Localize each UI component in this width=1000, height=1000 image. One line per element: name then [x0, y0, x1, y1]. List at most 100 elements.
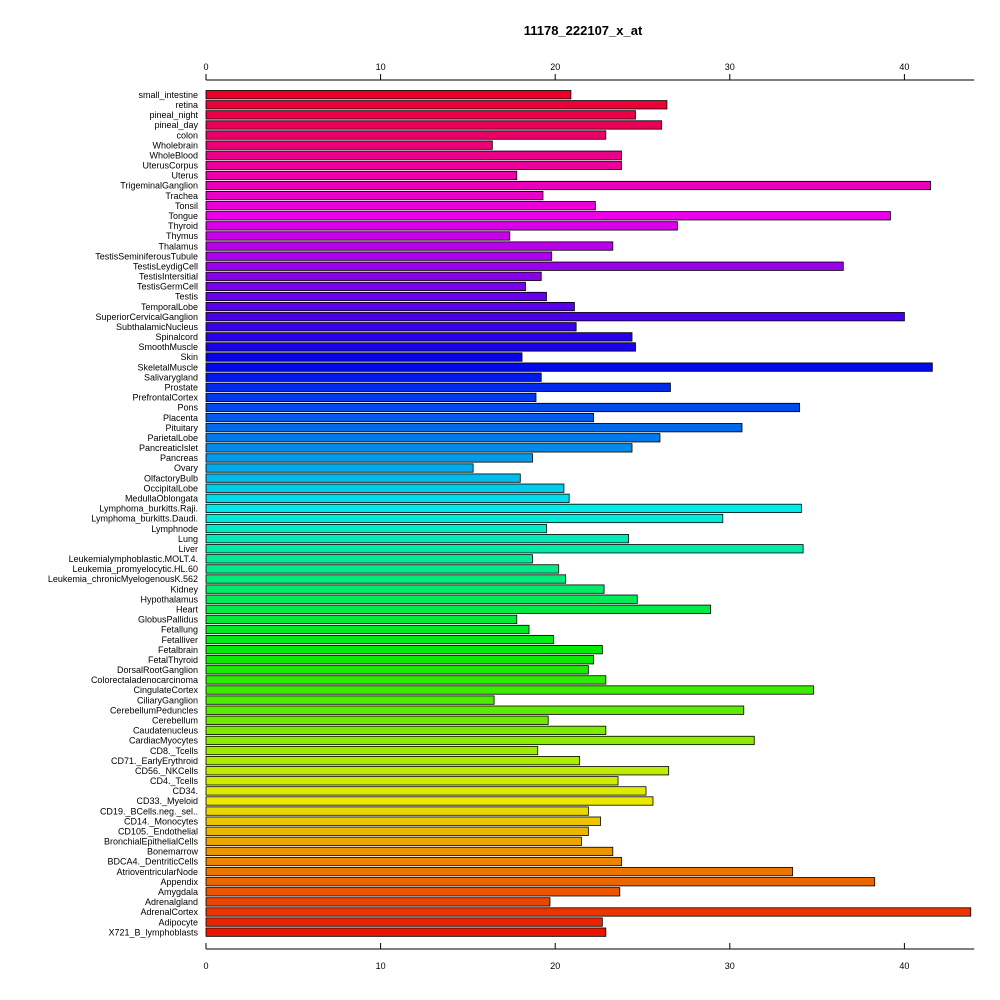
category-label: Bonemarrow — [147, 847, 199, 857]
bar-28 — [205, 372, 542, 382]
category-label: FetalThyroid — [148, 655, 198, 665]
category-label: TrigeminalGanglion — [120, 181, 198, 191]
bar-26 — [205, 352, 523, 362]
category-label: WholeBlood — [149, 150, 198, 160]
bar-37 — [205, 463, 474, 473]
bar-63 — [205, 725, 607, 735]
category-label: Leukemia_promyelocytic.HL.60 — [72, 564, 198, 574]
bar-45 — [205, 544, 804, 554]
category-label: Pituitary — [165, 423, 198, 433]
bar-68 — [205, 776, 619, 786]
bar-60 — [205, 695, 495, 705]
category-label: PrefrontalCortex — [132, 393, 198, 403]
bar-40 — [205, 493, 570, 503]
category-label: Colorectaladenocarcinoma — [91, 675, 198, 685]
bar-66 — [205, 756, 581, 766]
category-label: CardiacMyocytes — [129, 736, 199, 746]
category-label: ParietalLobe — [147, 433, 198, 443]
category-label: Lymphnode — [151, 524, 198, 534]
bar-35 — [205, 443, 633, 453]
bar-17 — [205, 261, 844, 271]
bar-3 — [205, 120, 663, 130]
category-label: CD19._BCells.neg._sel.. — [100, 806, 198, 816]
bar-0 — [205, 90, 572, 100]
category-label: CiliaryGanglion — [137, 695, 198, 705]
tick-label: 0 — [203, 62, 208, 72]
category-label: Leukemia_chronicMyelogenousK.562 — [48, 574, 198, 584]
bar-76 — [205, 856, 622, 867]
tick-label: 10 — [376, 62, 386, 72]
bar-82 — [205, 917, 603, 927]
bar-74 — [205, 836, 582, 846]
tick-label: 0 — [203, 961, 208, 971]
bar-44 — [205, 534, 629, 544]
bar-8 — [205, 170, 518, 181]
bar-20 — [205, 291, 547, 302]
bar-6 — [205, 150, 622, 160]
tick-label: 40 — [899, 62, 909, 72]
category-label: Thalamus — [158, 241, 198, 251]
category-label: CD14._Monocytes — [124, 816, 199, 826]
bar-81 — [205, 907, 972, 917]
bar-43 — [205, 523, 547, 534]
bar-25 — [205, 342, 636, 352]
category-label: CD56._NKCells — [135, 766, 199, 776]
bar-15 — [205, 241, 614, 251]
category-label: X721_B_lymphoblasts — [108, 927, 198, 937]
bar-61 — [205, 705, 745, 715]
bar-38 — [205, 473, 521, 483]
tick-label: 10 — [376, 961, 386, 971]
category-label: MedullaOblongata — [125, 494, 198, 504]
category-label: CD71._EarlyErythroid — [111, 756, 198, 766]
bar-36 — [205, 453, 533, 463]
bar-46 — [205, 554, 533, 564]
category-label: pineal_night — [149, 110, 198, 120]
category-label: OccipitalLobe — [143, 483, 198, 493]
bar-49 — [205, 584, 605, 594]
category-label: SmoothMuscle — [138, 342, 198, 352]
bar-11 — [205, 201, 596, 211]
bar-16 — [205, 251, 553, 261]
bar-27 — [205, 362, 933, 372]
bar-10 — [205, 190, 544, 201]
bar-52 — [205, 614, 518, 624]
category-label: CD33._Myeloid — [136, 796, 198, 806]
category-label: Fetallung — [161, 625, 198, 635]
tick-label: 40 — [899, 961, 909, 971]
category-label: Adrenalgland — [145, 897, 198, 907]
bars-group — [205, 90, 972, 937]
category-label: GlobusPallidus — [138, 615, 199, 625]
category-label: Heart — [176, 604, 199, 614]
bar-59 — [205, 685, 815, 695]
category-label: Spinalcord — [155, 332, 198, 342]
category-label: Caudatenucleus — [133, 726, 199, 736]
bar-77 — [205, 867, 794, 877]
category-label: CD105._Endothelial — [118, 826, 198, 836]
bar-32 — [205, 412, 595, 423]
top-axis: 0 10 20 30 40 — [203, 62, 975, 81]
category-label: Tonsil — [175, 201, 198, 211]
bar-83 — [205, 927, 607, 937]
bar-23 — [205, 322, 577, 332]
category-label: colon — [176, 130, 198, 140]
category-label: BDCA4._DentriticCells — [107, 857, 198, 867]
category-label: OlfactoryBulb — [144, 473, 198, 483]
category-label: CingulateCortex — [133, 685, 198, 695]
category-label: retina — [175, 100, 198, 110]
bar-21 — [205, 301, 575, 312]
category-label: UterusCorpus — [142, 161, 198, 171]
bar-54 — [205, 634, 554, 645]
category-label: Fetalbrain — [158, 645, 198, 655]
bar-33 — [205, 423, 743, 433]
tick-label: 20 — [550, 62, 560, 72]
bar-7 — [205, 160, 622, 170]
bar-30 — [205, 392, 537, 403]
bar-5 — [205, 140, 493, 150]
bar-69 — [205, 786, 647, 796]
bar-67 — [205, 766, 670, 776]
bar-70 — [205, 796, 654, 806]
category-label: Tongue — [168, 211, 198, 221]
category-label: AtrioventricularNode — [116, 867, 198, 877]
category-label: Liver — [178, 544, 198, 554]
category-label: Pons — [177, 403, 198, 413]
